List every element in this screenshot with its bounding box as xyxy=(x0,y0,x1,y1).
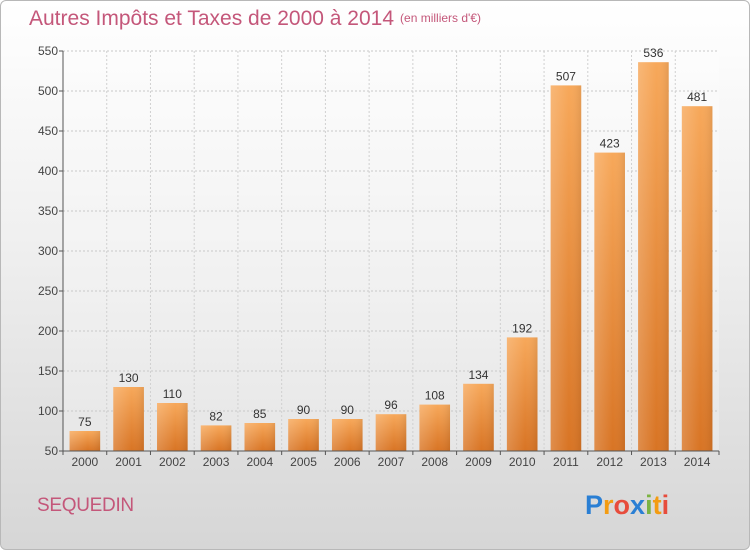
x-tick-label: 2007 xyxy=(378,455,405,469)
logo-letter: P xyxy=(585,490,604,520)
y-tick-label: 550 xyxy=(38,44,58,58)
bar-shade xyxy=(594,152,625,451)
logo-letter: x xyxy=(630,490,646,520)
data-label: 108 xyxy=(425,389,445,403)
bar-shade xyxy=(681,106,713,451)
y-tick-label: 300 xyxy=(38,244,58,258)
y-tick-label: 450 xyxy=(38,124,58,138)
bar-shade xyxy=(463,383,494,451)
y-tick-label: 200 xyxy=(38,324,58,338)
bar-shade xyxy=(375,414,407,451)
logo-letter: i xyxy=(645,490,653,520)
data-label: 481 xyxy=(687,90,707,104)
data-label: 130 xyxy=(119,371,139,385)
proxiti-logo[interactable]: Proxiti xyxy=(585,490,669,521)
data-label: 90 xyxy=(297,403,311,417)
bar-shade xyxy=(331,419,363,451)
city-name: SEQUEDIN xyxy=(37,495,134,516)
chart-title: Autres Impôts et Taxes de 2000 à 2014 (en… xyxy=(29,7,481,31)
data-label: 85 xyxy=(253,407,267,421)
x-tick-label: 2006 xyxy=(334,455,361,469)
bar-shade xyxy=(200,425,232,451)
x-tick-label: 2014 xyxy=(684,455,711,469)
data-label: 82 xyxy=(209,409,223,423)
bar-shade xyxy=(288,419,319,451)
x-tick-label: 2013 xyxy=(640,455,667,469)
bar-shade xyxy=(638,62,669,451)
y-tick-label: 350 xyxy=(38,204,58,218)
x-tick-label: 2004 xyxy=(246,455,273,469)
bar-shade xyxy=(113,387,144,451)
x-tick-label: 2008 xyxy=(421,455,448,469)
data-label: 507 xyxy=(556,69,576,83)
x-tick-label: 2010 xyxy=(509,455,536,469)
bar-shade xyxy=(157,403,188,451)
logo-letter: t xyxy=(652,490,662,520)
x-tick-label: 2002 xyxy=(159,455,186,469)
y-tick-label: 50 xyxy=(45,444,59,458)
bar-shade xyxy=(69,431,101,451)
x-tick-label: 2005 xyxy=(290,455,317,469)
data-label: 96 xyxy=(384,398,398,412)
data-label: 192 xyxy=(512,321,532,335)
bar-shade xyxy=(550,85,582,452)
x-tick-label: 2001 xyxy=(115,455,142,469)
x-tick-label: 2009 xyxy=(465,455,492,469)
data-label: 134 xyxy=(468,368,488,382)
bar-shade xyxy=(506,337,538,451)
data-label: 110 xyxy=(163,387,182,401)
data-label: 90 xyxy=(341,403,355,417)
bar-shade xyxy=(244,423,276,451)
bar-shade xyxy=(419,404,451,451)
logo-letter: r xyxy=(603,490,614,520)
y-tick-label: 150 xyxy=(38,364,58,378)
chart-title-text: Autres Impôts et Taxes de 2000 à 2014 xyxy=(29,7,395,30)
logo-letter: i xyxy=(661,490,670,520)
x-tick-label: 2012 xyxy=(596,455,623,469)
unit-note: (en milliers d'€) xyxy=(400,11,482,25)
x-tick-label: 2003 xyxy=(203,455,230,469)
logo-letter: o xyxy=(613,490,631,520)
y-tick-label: 250 xyxy=(38,284,58,298)
y-tick-label: 100 xyxy=(38,404,58,418)
y-tick-label: 400 xyxy=(38,164,58,178)
y-tick-label: 500 xyxy=(38,84,58,98)
data-label: 75 xyxy=(78,415,92,429)
data-label: 536 xyxy=(643,46,663,60)
x-tick-label: 2011 xyxy=(553,455,579,469)
x-tick-label: 2000 xyxy=(72,455,99,469)
data-label: 423 xyxy=(600,137,620,151)
